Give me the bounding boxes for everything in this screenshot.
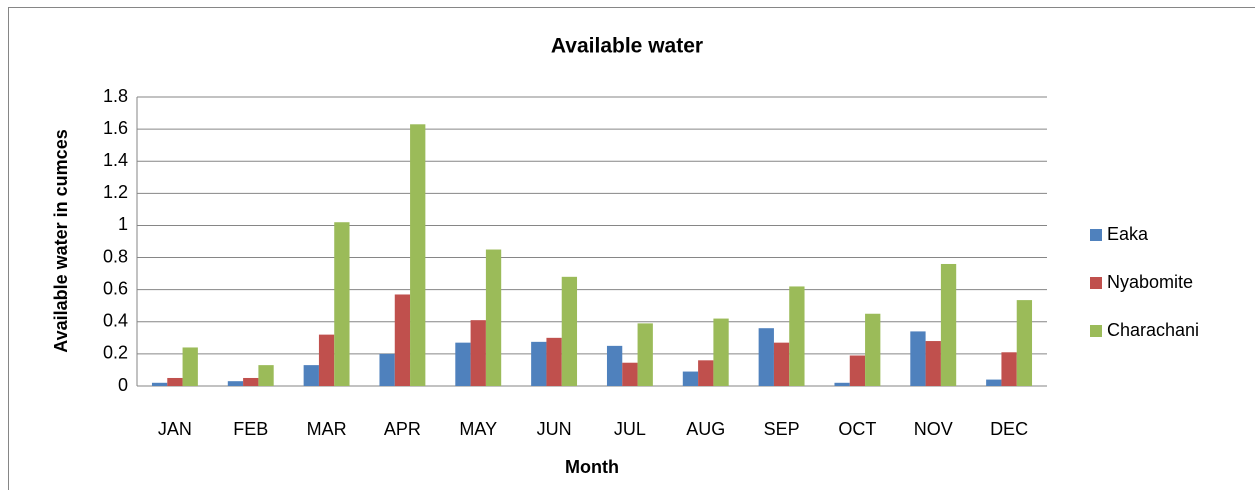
bar: [622, 362, 638, 386]
bar: [243, 377, 259, 386]
y-tick-label: 1.6: [103, 118, 128, 138]
x-axis-label: Month: [565, 457, 619, 477]
x-tick-label: APR: [384, 419, 421, 439]
legend-swatch: [1090, 325, 1102, 337]
bar: [258, 365, 274, 386]
x-tick-label: FEB: [233, 419, 268, 439]
x-tick-label: NOV: [914, 419, 953, 439]
x-tick-label: MAR: [307, 419, 347, 439]
y-tick-label: 1.4: [103, 150, 128, 170]
x-tick-label: SEP: [764, 419, 800, 439]
bar: [758, 328, 774, 386]
y-tick-label: 1.8: [103, 86, 128, 106]
bar: [318, 334, 335, 386]
bar: [167, 377, 183, 386]
x-tick-label: JAN: [158, 419, 192, 439]
legend-label: Charachani: [1107, 320, 1199, 340]
y-tick-label: 0.2: [103, 343, 128, 363]
x-tick-label: MAY: [459, 419, 497, 439]
legend-label: Nyabomite: [1107, 272, 1193, 292]
bar: [394, 294, 411, 386]
x-tick-label: OCT: [838, 419, 876, 439]
bar: [849, 355, 866, 386]
y-tick-label: 1.2: [103, 182, 128, 202]
x-tick-label: JUN: [537, 419, 572, 439]
bar: [910, 331, 926, 386]
y-tick-label: 0.8: [103, 246, 128, 266]
legend-label: Eaka: [1107, 224, 1149, 244]
bar: [1001, 352, 1017, 386]
bar: [151, 382, 168, 386]
y-tick-label: 0.6: [103, 278, 128, 298]
bar: [182, 347, 198, 386]
bar: [986, 379, 1002, 386]
y-tick-label: 0.4: [103, 311, 128, 331]
bar: [485, 249, 502, 386]
bar: [334, 222, 350, 386]
y-tick-label: 1: [118, 214, 128, 234]
y-axis-label: Available water in cumces: [51, 129, 71, 352]
bar: [546, 337, 562, 386]
bar: [789, 286, 805, 386]
bar: [940, 263, 957, 386]
bar: [531, 341, 547, 386]
x-tick-label: DEC: [990, 419, 1028, 439]
bar: [773, 342, 790, 386]
bar: [698, 360, 714, 386]
x-tick-label: AUG: [686, 419, 725, 439]
chart-frame: [8, 7, 1255, 490]
bar: [713, 318, 729, 386]
bar: [834, 382, 850, 386]
bar: [410, 124, 426, 387]
bar: [379, 353, 395, 386]
y-tick-label: 0: [118, 375, 128, 395]
bar: [455, 342, 471, 386]
x-tick-label: JUL: [614, 419, 646, 439]
legend-swatch: [1090, 229, 1102, 241]
bar: [561, 276, 578, 386]
bar: [1016, 300, 1033, 386]
bar: [470, 320, 486, 386]
bar: [637, 323, 653, 386]
legend-swatch: [1090, 277, 1102, 289]
bar: [865, 313, 881, 386]
bar: [925, 341, 941, 386]
bar: [227, 381, 244, 386]
bar: [682, 371, 699, 386]
bar: [303, 365, 319, 386]
chart-title: Available water: [551, 35, 703, 58]
bar: [606, 345, 623, 386]
